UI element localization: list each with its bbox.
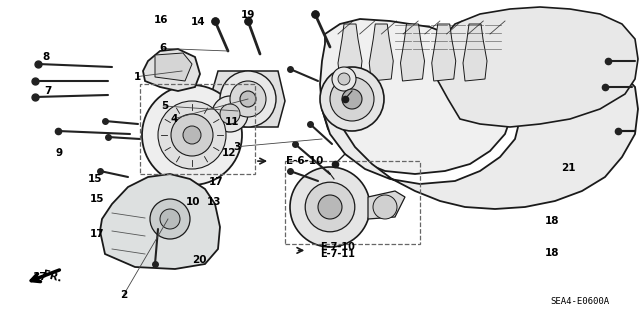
Text: 9: 9 — [55, 148, 63, 158]
Polygon shape — [368, 191, 405, 219]
Circle shape — [220, 104, 240, 124]
Text: 4: 4 — [170, 114, 178, 124]
Text: 15: 15 — [90, 194, 104, 204]
Text: 12: 12 — [222, 148, 236, 158]
Text: 13: 13 — [207, 197, 221, 207]
Circle shape — [212, 96, 248, 132]
Text: E-6-10: E-6-10 — [286, 156, 324, 166]
Polygon shape — [320, 19, 512, 174]
Text: 18: 18 — [545, 248, 559, 258]
Polygon shape — [463, 24, 487, 81]
Text: 20: 20 — [193, 255, 207, 265]
Circle shape — [158, 101, 226, 169]
Circle shape — [338, 73, 350, 85]
Text: 8: 8 — [42, 52, 50, 63]
Circle shape — [220, 71, 276, 127]
Text: 10: 10 — [186, 197, 200, 207]
Text: 17: 17 — [209, 177, 223, 187]
Text: 15: 15 — [88, 174, 102, 184]
Text: 2: 2 — [120, 290, 127, 300]
Circle shape — [290, 167, 370, 247]
Text: 14: 14 — [191, 17, 205, 27]
Circle shape — [318, 195, 342, 219]
Text: 5: 5 — [161, 101, 169, 111]
Text: 21: 21 — [561, 163, 575, 174]
Circle shape — [320, 67, 384, 131]
Text: 3: 3 — [233, 142, 241, 152]
Text: 1: 1 — [134, 71, 141, 82]
Text: 7: 7 — [44, 86, 52, 96]
Text: E-7-10: E-7-10 — [321, 242, 355, 252]
Polygon shape — [338, 24, 362, 81]
Text: E-7-11: E-7-11 — [321, 249, 355, 259]
Polygon shape — [143, 49, 200, 91]
Circle shape — [305, 182, 355, 232]
Polygon shape — [100, 174, 220, 269]
Bar — [285, 161, 420, 244]
Circle shape — [332, 67, 356, 91]
Polygon shape — [435, 7, 638, 127]
Text: 17: 17 — [90, 228, 104, 239]
Circle shape — [230, 81, 266, 117]
Circle shape — [373, 195, 397, 219]
Circle shape — [150, 199, 190, 239]
Text: 18: 18 — [545, 216, 559, 226]
Circle shape — [160, 209, 180, 229]
Polygon shape — [322, 57, 638, 209]
Polygon shape — [401, 24, 424, 81]
Circle shape — [330, 77, 374, 121]
Text: 17: 17 — [33, 272, 47, 282]
Text: 19: 19 — [241, 10, 255, 20]
Circle shape — [142, 85, 242, 185]
Circle shape — [183, 126, 201, 144]
Polygon shape — [369, 24, 393, 81]
Text: 16: 16 — [154, 15, 168, 25]
Circle shape — [342, 89, 362, 109]
Circle shape — [171, 114, 213, 156]
Text: 11: 11 — [225, 117, 239, 127]
Text: 6: 6 — [159, 43, 167, 54]
Polygon shape — [155, 53, 192, 81]
Bar — [140, 84, 255, 174]
Text: SEA4-E0600A: SEA4-E0600A — [550, 296, 609, 306]
Circle shape — [240, 91, 256, 107]
Text: FR.: FR. — [42, 270, 63, 284]
Polygon shape — [210, 71, 285, 127]
Polygon shape — [432, 24, 456, 81]
